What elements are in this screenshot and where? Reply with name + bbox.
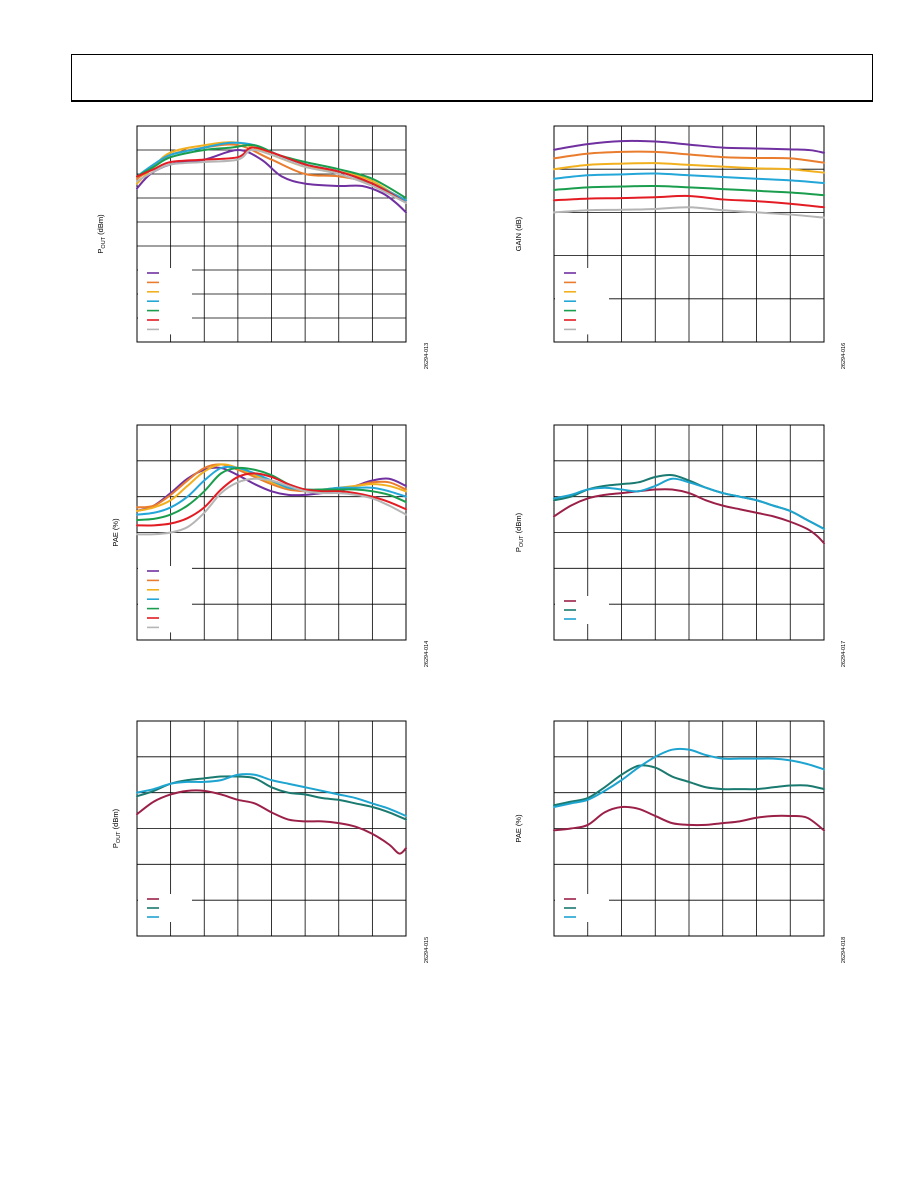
plot-frame [136, 424, 407, 641]
legend-background [138, 268, 192, 335]
series-line-3 [553, 162, 825, 174]
y-axis-label-unit: (dBm) [111, 808, 120, 831]
chart-c6: PAE (%) 26294-018 [514, 720, 847, 963]
series-line-5 [136, 143, 407, 199]
series-line-4 [553, 172, 825, 185]
series-line-3 [136, 773, 407, 817]
y-axis-label-subscript: OUT [519, 535, 525, 547]
y-axis-label: POUT (dBm) [514, 512, 525, 552]
series-line-1 [553, 139, 825, 154]
series-line-3 [553, 477, 825, 530]
plot-frame [136, 720, 407, 937]
legend-background [555, 596, 609, 624]
y-axis-label: POUT (dBm) [96, 214, 107, 254]
figure-code: 26294-015 [424, 937, 430, 963]
chart-c2: GAIN (dB) 26294-016 [514, 125, 847, 369]
figure-code: 26294-016 [841, 343, 847, 369]
series-line-5 [136, 466, 407, 521]
y-axis-label: POUT (dBm) [111, 808, 122, 848]
y-axis-label-main: P [96, 249, 105, 254]
y-axis-label: PAE (%) [514, 814, 523, 843]
figure-code: 26294-018 [841, 937, 847, 963]
chart-c5: POUT (dBm) 26294-015 [111, 720, 430, 963]
series-line-1 [553, 488, 825, 545]
y-axis-label-main: PAE (%) [111, 518, 120, 547]
chart-c4: POUT (dBm) 26294-017 [514, 424, 847, 667]
series-line-1 [553, 805, 825, 832]
y-axis-label-subscript: OUT [116, 831, 122, 843]
series-line-6 [136, 472, 407, 527]
series-line-7 [136, 477, 407, 536]
chart-c1: POUT (dBm) 26294-013 [96, 125, 430, 369]
y-axis-label-main: P [111, 843, 120, 848]
page-header-box [71, 54, 873, 102]
plot-frame [136, 125, 407, 343]
legend-background [555, 894, 609, 922]
series-line-7 [136, 148, 407, 204]
legend-background [138, 566, 192, 633]
series-line-3 [553, 747, 825, 808]
y-axis-label-main: P [514, 547, 523, 552]
figure-code: 26294-014 [424, 641, 430, 667]
series-line-6 [136, 146, 407, 204]
figure-code: 26294-013 [424, 343, 430, 369]
series-line-5 [553, 185, 825, 197]
series-line-2 [553, 764, 825, 807]
series-line-6 [553, 194, 825, 209]
chart-c3: PAE (%) 26294-014 [111, 424, 430, 667]
plot-frame [553, 720, 825, 937]
y-axis-label: GAIN (dB) [514, 216, 523, 251]
y-axis-label-unit: (dBm) [514, 512, 523, 535]
legend-background [555, 268, 609, 335]
series-line-2 [136, 775, 407, 821]
plot-frame [553, 424, 825, 641]
y-axis-label-unit: (dBm) [96, 214, 105, 237]
y-axis-label: PAE (%) [111, 518, 120, 547]
y-axis-label-main: GAIN (dB) [514, 216, 523, 251]
series-line-1 [136, 789, 407, 855]
y-axis-label-subscript: OUT [101, 236, 107, 248]
series-line-2 [553, 150, 825, 164]
legend-background [138, 894, 192, 922]
series-line-7 [553, 206, 825, 219]
y-axis-label-main: PAE (%) [514, 814, 523, 843]
plot-frame [553, 125, 825, 343]
series-line-3 [136, 463, 407, 512]
figure-code: 26294-017 [841, 641, 847, 667]
